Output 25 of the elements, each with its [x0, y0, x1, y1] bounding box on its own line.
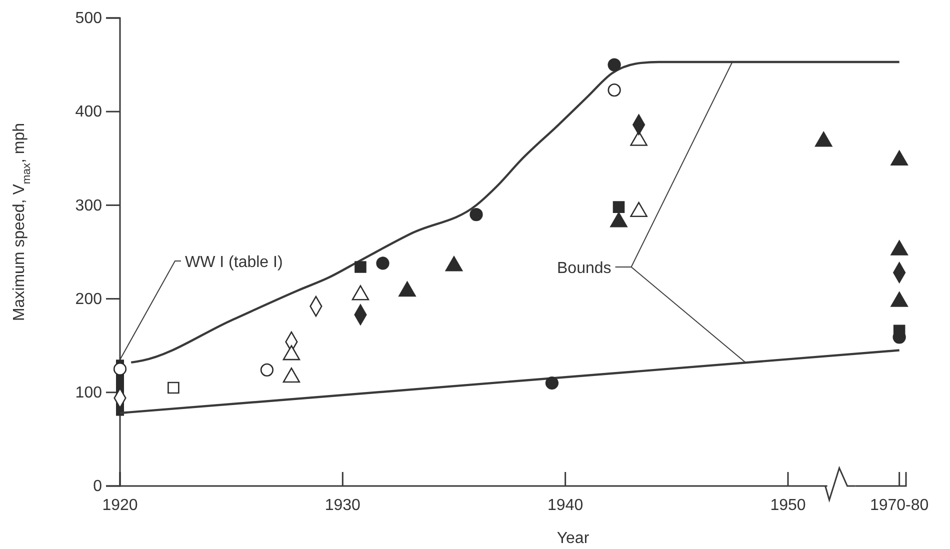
annotation: Bounds: [557, 260, 612, 277]
x-tick-label: 1920: [102, 496, 138, 514]
point: [608, 84, 621, 97]
point: [608, 58, 621, 72]
point: [354, 261, 366, 273]
point: [113, 362, 127, 376]
y-tick-label: 200: [75, 290, 102, 308]
annotation: WW I (table I): [185, 254, 283, 271]
x-tick-label: 1970-80: [870, 496, 929, 514]
y-tick-label: 100: [75, 384, 102, 402]
x-axis-title: Year: [556, 530, 590, 547]
point: [376, 256, 390, 270]
x-tick-label: 1950: [770, 496, 806, 514]
x-tick-label: 1930: [324, 496, 361, 514]
point: [168, 382, 180, 394]
y-tick-label: 0: [93, 478, 102, 496]
y-tick-label: 500: [75, 10, 102, 28]
point: [260, 363, 274, 376]
x-tick-label: 1940: [548, 496, 584, 514]
y-tick-label: 400: [75, 104, 102, 121]
point: [612, 201, 625, 213]
point: [545, 376, 559, 390]
line-series: [130, 60, 900, 364]
point: [470, 208, 483, 222]
y-tick-label: 300: [75, 197, 102, 214]
